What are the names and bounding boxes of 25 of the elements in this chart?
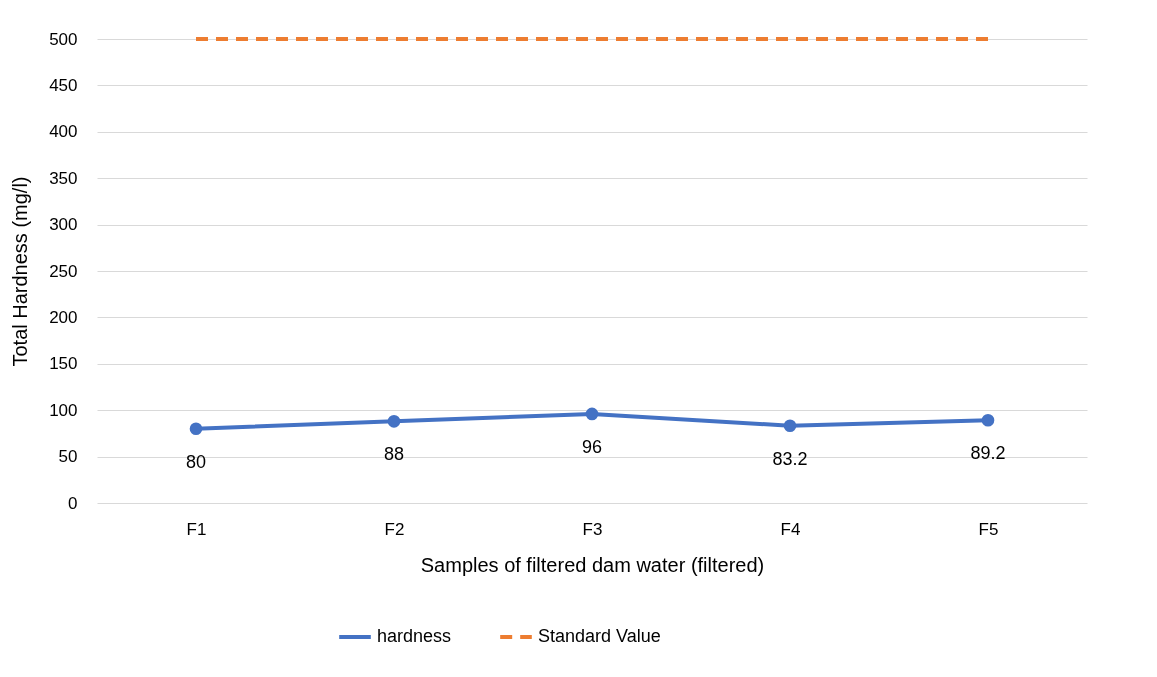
data-label: 96 xyxy=(581,436,603,457)
x-tick-label: F5 xyxy=(978,519,999,539)
legend-label: hardness xyxy=(377,626,452,646)
data-label: 80 xyxy=(185,451,207,472)
data-label: 88 xyxy=(383,444,405,465)
y-tick-label: 100 xyxy=(49,400,78,420)
x-tick-label: F4 xyxy=(780,519,801,539)
y-tick-label: 200 xyxy=(49,307,78,327)
data-label: 83.2 xyxy=(772,448,808,469)
legend-label: Standard Value xyxy=(538,626,661,646)
y-tick-label: 0 xyxy=(68,493,78,513)
y-axis-title: Total Hardness (mg/l) xyxy=(9,176,32,367)
x-tick-label: F1 xyxy=(186,519,207,539)
y-tick-label: 50 xyxy=(58,447,78,467)
y-tick-label: 500 xyxy=(49,29,78,49)
y-tick-label: 400 xyxy=(49,122,78,142)
x-tick-label: F2 xyxy=(384,519,405,539)
x-tick-label: F3 xyxy=(582,519,603,539)
y-tick-label: 150 xyxy=(49,354,78,374)
y-tick-label: 450 xyxy=(49,75,78,95)
y-tick-label: 300 xyxy=(49,215,78,235)
y-tick-label: 350 xyxy=(49,168,78,188)
x-axis-title: Samples of filtered dam water (filtered) xyxy=(420,553,765,576)
y-tick-label: 250 xyxy=(49,261,78,281)
data-label: 89.2 xyxy=(970,443,1006,464)
